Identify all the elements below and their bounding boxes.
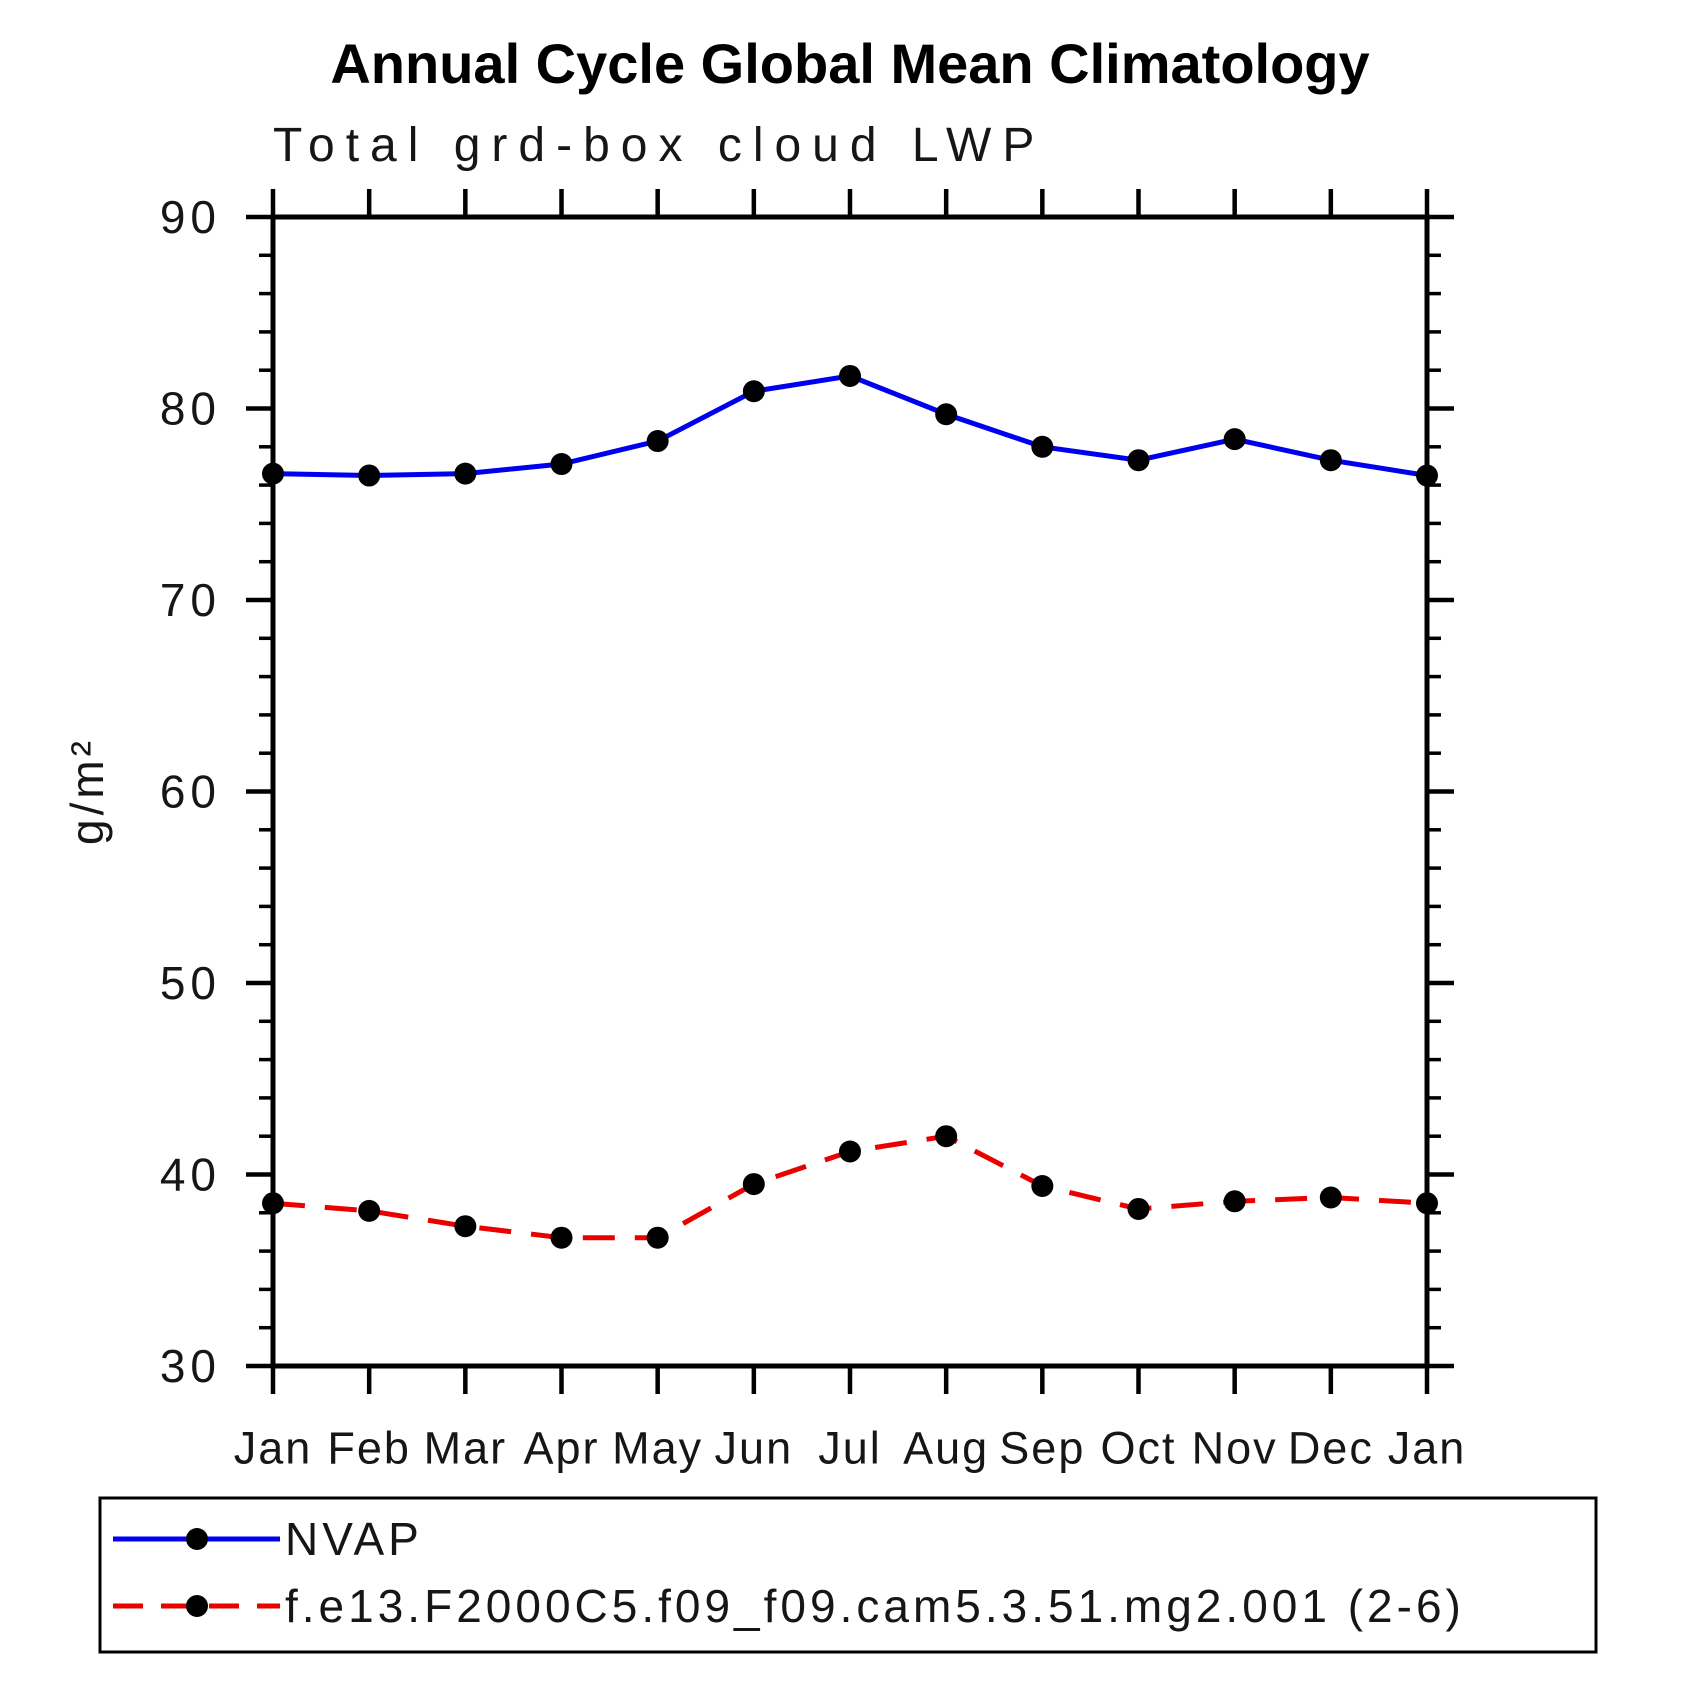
x-axis-tick-label: Dec	[1288, 1423, 1374, 1474]
y-axis-tick-label: 50	[160, 957, 221, 1009]
chart-title: Annual Cycle Global Mean Climatology	[330, 32, 1369, 95]
y-axis-label: g/m²	[61, 737, 113, 845]
x-axis-tick-label: Nov	[1192, 1423, 1278, 1474]
x-axis-tick-label: Aug	[903, 1423, 989, 1474]
data-point-marker-1	[550, 1226, 573, 1249]
series-line-0	[272, 373, 1428, 479]
data-point-marker-0	[1319, 449, 1342, 472]
plot-frame	[270, 214, 1430, 1369]
x-axis-tick-label: Apr	[523, 1423, 599, 1474]
data-point-marker-0	[454, 462, 477, 485]
x-axis-tick-label: Jan	[234, 1423, 313, 1474]
y-axis-tick-label: 70	[160, 574, 221, 626]
data-point-marker-0	[742, 380, 765, 403]
chart-subtitle: Total grd-box cloud LWP	[273, 119, 1045, 172]
x-axis-tick-label: Jul	[818, 1423, 882, 1474]
x-axis-tick-label: Sep	[999, 1423, 1085, 1474]
x-axis-tick-label: Feb	[327, 1423, 411, 1474]
data-point-marker-1	[1223, 1190, 1246, 1213]
data-point-marker-0	[1416, 464, 1438, 487]
data-point-marker-0	[1031, 435, 1054, 458]
legend-label-nvap: NVAP	[285, 1513, 423, 1565]
data-point-marker-1	[358, 1199, 381, 1222]
y-axis-tick-label: 90	[160, 191, 221, 243]
y-axis-tick-label: 80	[160, 383, 221, 435]
legend-marker-nvap	[186, 1528, 208, 1550]
data-point-marker-0	[550, 453, 573, 476]
data-point-marker-0	[839, 364, 861, 387]
legend: NVAP f.e13.F2000C5.f09_f09.cam5.3.51.mg2…	[98, 1496, 1598, 1654]
y-axis-tick-label: 60	[160, 766, 221, 818]
data-point-marker-1	[1127, 1197, 1150, 1220]
data-point-marker-0	[358, 464, 381, 487]
data-point-marker-1	[839, 1140, 861, 1163]
data-point-marker-1	[646, 1226, 669, 1249]
data-point-marker-1	[742, 1173, 765, 1196]
x-axis-tick-label: Jan	[1388, 1423, 1467, 1474]
data-point-marker-1	[935, 1125, 958, 1148]
x-axis-tick-label: Oct	[1100, 1423, 1176, 1474]
data-point-marker-1	[1031, 1174, 1054, 1197]
legend-box	[98, 1496, 1598, 1654]
data-point-marker-0	[1223, 428, 1246, 451]
data-point-marker-1	[1319, 1186, 1342, 1209]
legend-marker-model	[186, 1595, 208, 1617]
x-axis-tick-label: May	[612, 1423, 703, 1474]
legend-label-model: f.e13.F2000C5.f09_f09.cam5.3.51.mg2.001 …	[285, 1580, 1465, 1632]
data-point-marker-1	[262, 1192, 284, 1215]
data-point-marker-0	[262, 462, 284, 485]
y-axis-tick-label: 30	[160, 1340, 221, 1392]
data-point-marker-1	[1416, 1192, 1438, 1215]
y-axis-tick-label: 40	[160, 1149, 221, 1201]
x-axis-tick-label: Jun	[715, 1423, 794, 1474]
data-point-marker-0	[1127, 449, 1150, 472]
x-axis-tick-label: Mar	[424, 1423, 508, 1474]
data-point-marker-0	[935, 403, 958, 426]
data-point-marker-0	[646, 430, 669, 453]
plot-area: 30 40 50 60 70 80 90 Jan Feb Mar Apr May Jun Jul Aug Se…	[160, 189, 1467, 1474]
data-point-marker-1	[454, 1215, 477, 1238]
